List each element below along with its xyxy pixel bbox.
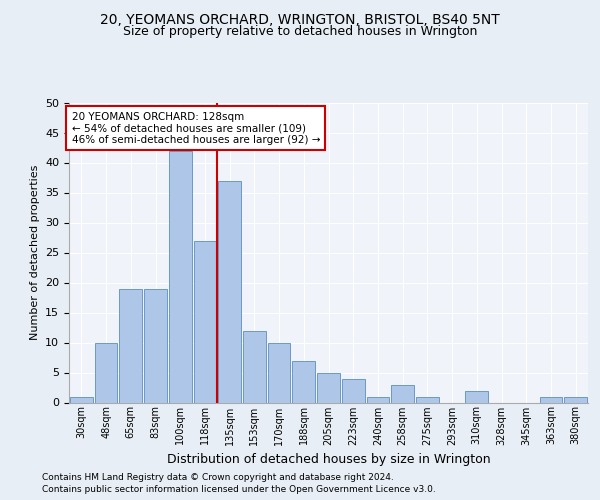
Bar [95,342,118,402]
Bar [218,180,241,402]
X-axis label: Distribution of detached houses by size in Wrington: Distribution of detached houses by size … [167,453,490,466]
Bar [119,288,142,403]
Bar [243,330,266,402]
Bar [194,240,216,402]
Bar [292,360,315,403]
Bar [169,150,191,402]
Text: 20, YEOMANS ORCHARD, WRINGTON, BRISTOL, BS40 5NT: 20, YEOMANS ORCHARD, WRINGTON, BRISTOL, … [100,12,500,26]
Bar [391,384,414,402]
Text: 20 YEOMANS ORCHARD: 128sqm
← 54% of detached houses are smaller (109)
46% of sem: 20 YEOMANS ORCHARD: 128sqm ← 54% of deta… [71,112,320,144]
Bar [144,288,167,403]
Bar [416,396,439,402]
Y-axis label: Number of detached properties: Number of detached properties [29,165,40,340]
Bar [539,396,562,402]
Text: Size of property relative to detached houses in Wrington: Size of property relative to detached ho… [123,25,477,38]
Bar [367,396,389,402]
Bar [317,372,340,402]
Bar [70,396,93,402]
Bar [268,342,290,402]
Text: Contains HM Land Registry data © Crown copyright and database right 2024.: Contains HM Land Registry data © Crown c… [42,472,394,482]
Bar [342,378,365,402]
Bar [564,396,587,402]
Bar [466,390,488,402]
Text: Contains public sector information licensed under the Open Government Licence v3: Contains public sector information licen… [42,485,436,494]
